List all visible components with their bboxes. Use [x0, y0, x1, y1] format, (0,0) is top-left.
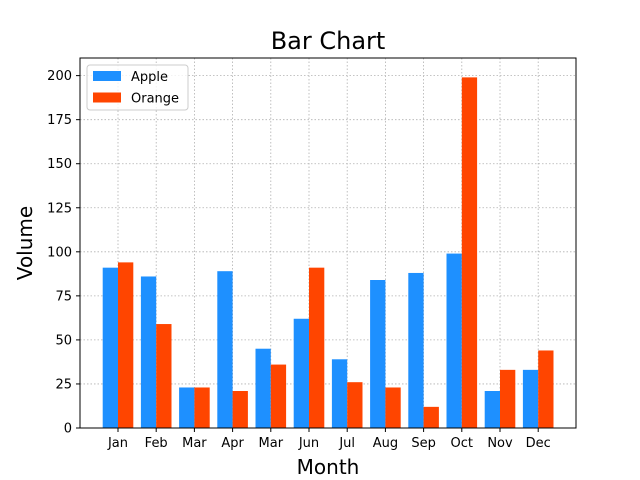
x-tick-label: Dec — [526, 436, 551, 451]
bar-orange-jan — [118, 262, 134, 428]
y-tick-label: 100 — [47, 245, 72, 260]
bar-orange-nov — [500, 369, 516, 428]
x-tick-label: Jan — [107, 436, 128, 451]
y-tick-label: 125 — [47, 201, 72, 216]
y-tick-label: 150 — [47, 157, 72, 172]
axis-ticks: Jan Feb Mar Apr Mar Jun Jul Aug Sep Oct Nov Dec 0 25 5… — [47, 69, 551, 451]
y-tick-label: 75 — [55, 289, 72, 304]
chart-title: Bar Chart — [271, 27, 386, 55]
x-tick-label: Mar — [182, 436, 207, 451]
bar-orange-apr — [232, 391, 248, 428]
legend-label-apple: Apple — [131, 70, 168, 85]
bar-apple-aug — [370, 280, 386, 428]
bar-apple-jan — [102, 267, 118, 428]
x-tick-label: Jul — [338, 436, 355, 451]
bar-apple-oct — [446, 253, 462, 428]
bar-apple-jul — [331, 359, 348, 428]
y-tick-label: 25 — [55, 377, 72, 392]
y-tick-label: 50 — [55, 333, 72, 348]
x-tick-label: Feb — [145, 436, 168, 451]
bar-apple-jun — [293, 318, 309, 428]
x-tick-label: Oct — [451, 436, 473, 451]
plot-frame — [79, 57, 577, 429]
y-tick-label: 0 — [64, 422, 72, 437]
y-tick-label: 200 — [47, 69, 72, 84]
y-axis-label: Volume — [13, 206, 37, 280]
bar-orange-jul — [347, 382, 363, 428]
bar-orange-mar — [194, 387, 210, 428]
bar-orange-aug — [385, 387, 401, 428]
x-tick-label: Apr — [221, 436, 244, 451]
x-tick-label: Jun — [298, 436, 319, 451]
bar-apple-mar — [179, 387, 195, 428]
bar-orange-mar — [270, 364, 287, 428]
bar-apple-sep — [408, 272, 424, 428]
x-tick-label: Sep — [411, 436, 436, 451]
x-tick-label: Aug — [373, 436, 398, 451]
legend-swatch-apple — [93, 71, 121, 81]
bar-apple-mar — [255, 348, 271, 428]
bar-apple-apr — [217, 271, 233, 428]
x-axis-label: Month — [297, 455, 360, 479]
legend: Apple Orange — [86, 64, 189, 111]
bar-orange-jun — [309, 267, 325, 428]
legend-swatch-orange — [93, 92, 121, 103]
bar-orange-dec — [538, 350, 554, 428]
bar-apple-nov — [484, 391, 500, 428]
x-tick-label: Nov — [487, 436, 513, 451]
bars — [102, 77, 554, 428]
legend-label-orange: Orange — [131, 92, 179, 107]
y-tick-label: 175 — [47, 113, 72, 128]
bar-orange-feb — [156, 324, 172, 428]
bar-orange-oct — [461, 77, 478, 428]
bar-orange-sep — [423, 406, 439, 428]
bar-apple-dec — [522, 369, 539, 428]
bar-apple-feb — [140, 276, 157, 428]
x-tick-label: Mar — [259, 436, 284, 451]
